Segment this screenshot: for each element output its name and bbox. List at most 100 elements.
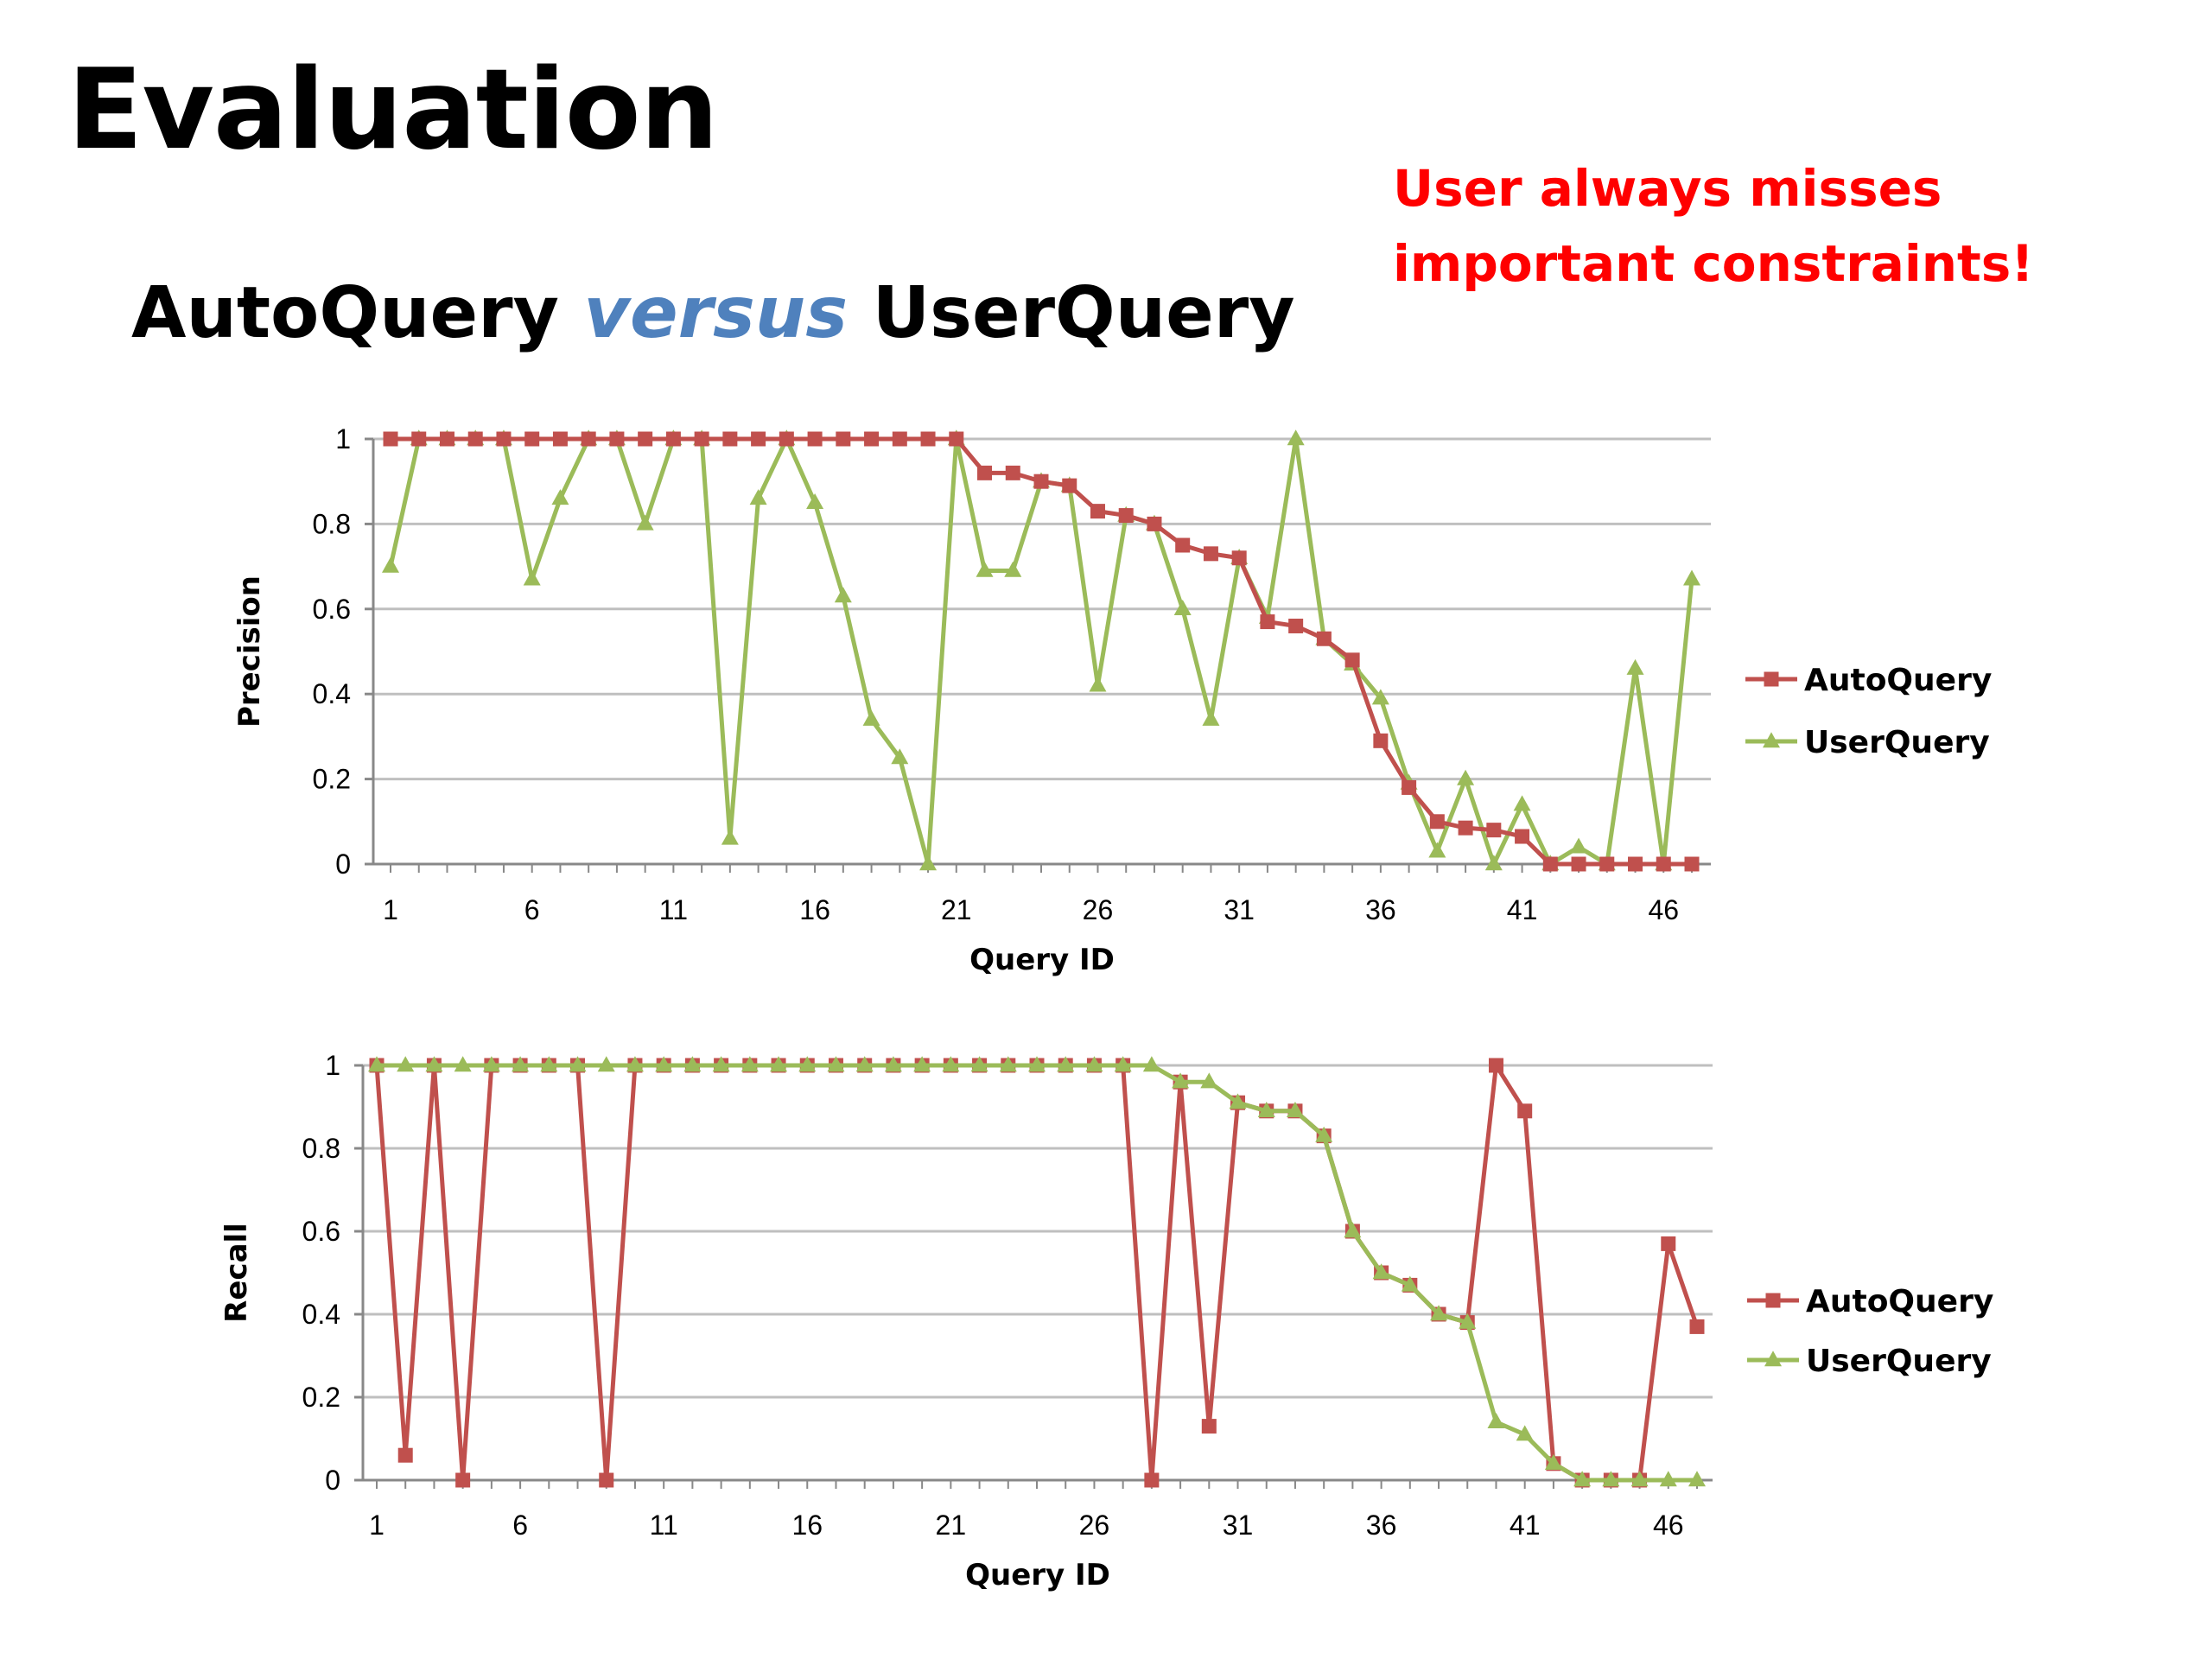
recall-legend-autoquery-marker	[1765, 1293, 1781, 1308]
recall-y-tick-label: 0.2	[302, 1382, 340, 1413]
precision-autoquery-point	[411, 431, 427, 447]
recall-userquery-point	[1544, 1454, 1562, 1470]
precision-userquery-line	[388, 436, 1694, 867]
precision-userquery-point	[1683, 569, 1700, 586]
precision-userquery-point	[919, 855, 938, 871]
recall-userquery-point	[512, 1056, 530, 1072]
precision-x-tick-label: 36	[1365, 894, 1396, 925]
precision-autoquery-point	[949, 431, 964, 447]
callout-text: User always misses important constraints…	[1393, 159, 2034, 293]
recall-userquery-point	[1459, 1313, 1477, 1329]
recall-userquery-point	[626, 1056, 644, 1072]
precision-autoquery-point	[552, 431, 568, 447]
recall-userquery-point	[1229, 1093, 1247, 1109]
precision-autoquery-point	[1231, 550, 1247, 566]
precision-y-tick-label: 0.6	[313, 594, 351, 625]
slide-subtitle: AutoQuery versus UserQuery	[131, 278, 1295, 349]
subtitle-userquery: UserQuery	[848, 272, 1295, 354]
recall-x-tick-label: 26	[1079, 1510, 1110, 1541]
precision-autoquery-point	[1656, 856, 1671, 872]
recall-userquery-point	[683, 1056, 702, 1072]
recall-userquery-point	[999, 1056, 1017, 1072]
recall-x-tick-label: 21	[936, 1510, 967, 1541]
recall-userquery-point	[1172, 1072, 1190, 1089]
recall-userquery-point	[425, 1056, 443, 1072]
recall-x-tick-label: 1	[369, 1510, 385, 1541]
recall-userquery-point	[884, 1056, 902, 1072]
precision-autoquery-point	[1005, 465, 1020, 480]
precision-autoquery-point	[751, 431, 766, 447]
recall-y-tick-label: 0.8	[302, 1133, 340, 1164]
precision-y-tick-label: 0.8	[313, 508, 351, 539]
precision-autoquery-point	[1288, 618, 1304, 633]
precision-autoquery-point	[1429, 814, 1445, 830]
recall-userquery-point	[770, 1056, 788, 1072]
precision-y-tick-label: 0.2	[313, 764, 351, 795]
recall-userquery-point	[855, 1056, 874, 1072]
recall-userquery-point	[1257, 1102, 1275, 1117]
recall-legend-autoquery-label: AutoQuery	[1806, 1284, 1993, 1319]
precision-autoquery-point	[1147, 516, 1162, 531]
precision-userquery-point	[834, 587, 852, 603]
recall-userquery-point	[1602, 1471, 1620, 1487]
precision-autoquery-point	[383, 431, 398, 447]
recall-userquery-point	[1516, 1425, 1534, 1441]
precision-userquery-point	[1484, 855, 1503, 871]
precision-autoquery-point	[920, 431, 936, 447]
recall-userquery-point	[1028, 1056, 1046, 1072]
precision-autoquery-point	[892, 431, 907, 447]
recall-autoquery-point	[455, 1472, 471, 1488]
precision-autoquery-line	[391, 436, 1692, 867]
recall-userquery-point	[1430, 1305, 1448, 1321]
recall-userquery-point	[741, 1056, 759, 1072]
precision-y-axis-title: Precision	[232, 575, 267, 728]
precision-autoquery-point	[977, 465, 993, 480]
precision-userquery-point	[1513, 795, 1531, 811]
precision-autoquery-point	[1260, 614, 1275, 630]
precision-autoquery-point	[1175, 537, 1191, 553]
precision-userquery-point	[1202, 709, 1220, 726]
precision-autoquery-point	[439, 431, 454, 447]
precision-autoquery-point	[1118, 508, 1134, 524]
precision-autoquery-point	[609, 431, 625, 447]
precision-autoquery-point	[524, 431, 540, 447]
precision-userquery-point	[1089, 676, 1107, 692]
precision-legend-autoquery-marker	[1764, 671, 1779, 687]
recall-x-axis-title: Query ID	[965, 1558, 1110, 1592]
precision-x-tick-label: 1	[383, 894, 398, 925]
recall-userquery-point	[540, 1056, 558, 1072]
precision-userquery-point	[1004, 561, 1022, 577]
precision-autoquery-point	[1628, 856, 1643, 872]
recall-userquery-point	[368, 1056, 385, 1072]
slide-title: Evaluation	[67, 46, 719, 175]
recall-x-tick-label: 31	[1223, 1510, 1254, 1541]
recall-userquery-point	[1114, 1056, 1132, 1072]
recall-x-tick-label: 11	[650, 1510, 678, 1541]
recall-userquery-point	[1659, 1471, 1677, 1487]
recall-y-tick-label: 0.4	[302, 1299, 340, 1330]
recall-autoquery-point	[1661, 1236, 1676, 1251]
precision-userquery-point	[891, 748, 909, 765]
precision-userquery-point	[806, 493, 824, 509]
recall-userquery-point	[827, 1056, 845, 1072]
recall-x-tick-label: 6	[512, 1510, 528, 1541]
precision-userquery-point	[1371, 689, 1389, 705]
precision-autoquery-point	[1203, 546, 1218, 562]
precision-autoquery-point	[722, 431, 738, 447]
recall-userquery-point	[1401, 1275, 1419, 1292]
recall-y-axis-title: Recall	[219, 1223, 254, 1323]
recall-autoquery-point	[1689, 1319, 1705, 1334]
recall-y-tick-label: 0	[325, 1465, 340, 1496]
recall-userquery-point	[712, 1056, 730, 1072]
recall-autoquery-point	[1201, 1419, 1217, 1434]
precision-userquery-point	[749, 489, 767, 505]
recall-userquery-point	[1372, 1263, 1390, 1280]
precision-autoquery-point	[496, 431, 512, 447]
precision-userquery-point	[1173, 600, 1192, 615]
precision-autoquery-point	[1062, 478, 1077, 493]
precision-autoquery-point	[1486, 823, 1502, 838]
precision-autoquery-point	[467, 431, 483, 447]
recall-y-tick-label: 1	[325, 1050, 340, 1081]
precision-userquery-point	[1570, 837, 1588, 854]
recall-userquery-point	[1688, 1471, 1706, 1487]
